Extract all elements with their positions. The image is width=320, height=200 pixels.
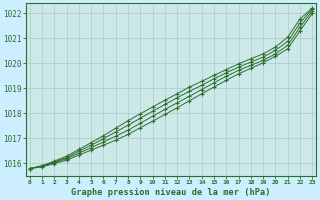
X-axis label: Graphe pression niveau de la mer (hPa): Graphe pression niveau de la mer (hPa) [71, 188, 271, 197]
